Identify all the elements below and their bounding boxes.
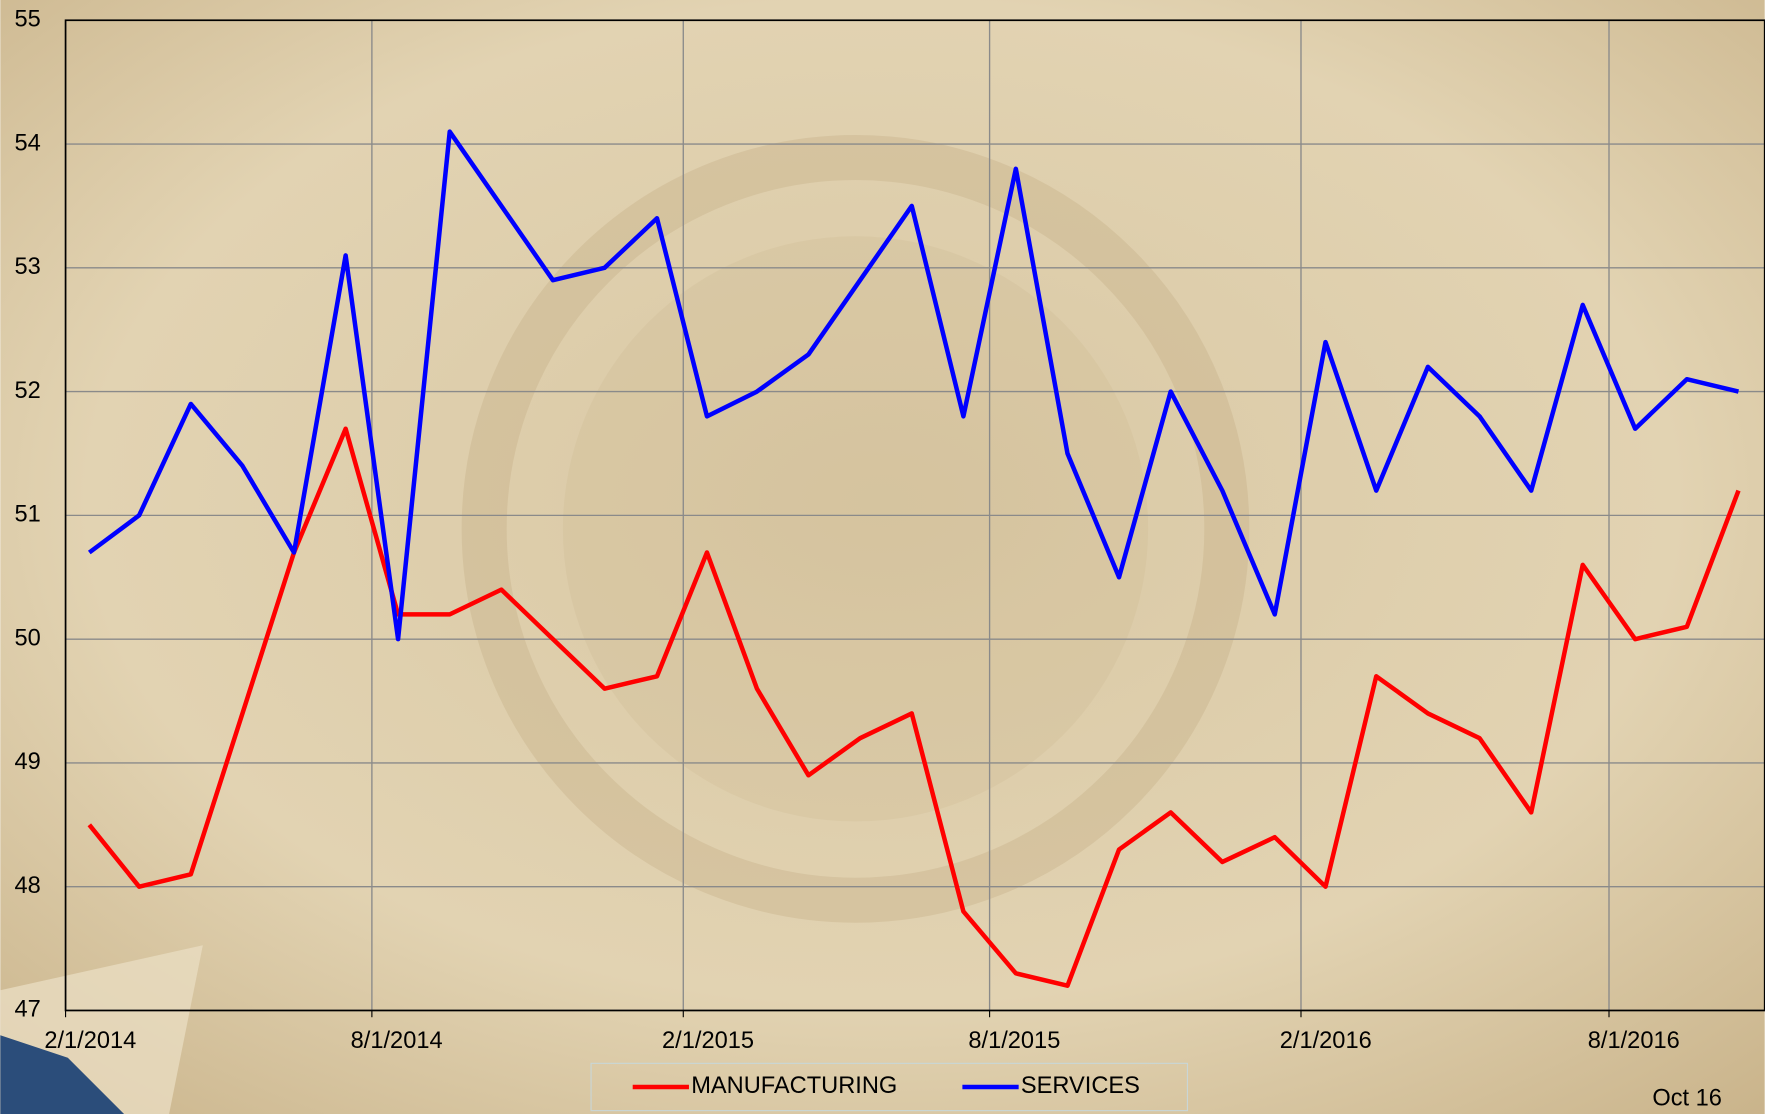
chart: 47 48 49 50 51 52 53 54 55 2/1/2014 8/1/2014 2/1/20… <box>0 0 1765 1114</box>
legend: MANUFACTURING SERVICES <box>633 1073 1140 1099</box>
y-tick-label: 54 <box>15 130 41 156</box>
annotation: Oct 16 <box>1652 1086 1722 1112</box>
legend-label: SERVICES <box>1021 1073 1140 1099</box>
y-tick-label: 50 <box>15 625 41 651</box>
decor-compass-inner <box>563 236 1148 821</box>
y-tick-label: 52 <box>15 378 41 404</box>
legend-label: MANUFACTURING <box>691 1073 897 1099</box>
x-tick-label: 8/1/2014 <box>351 1028 443 1054</box>
page: {"chart_data": { "type": "line", "x": ["… <box>0 0 1765 1114</box>
y-tick-label: 51 <box>15 502 41 528</box>
x-tick-label: 8/1/2016 <box>1588 1028 1680 1054</box>
y-tick-label: 48 <box>15 873 41 899</box>
x-tick-label: 2/1/2016 <box>1280 1028 1372 1054</box>
x-tick-label: 8/1/2015 <box>968 1028 1060 1054</box>
y-tick-label: 53 <box>15 254 41 280</box>
y-tick-label: 49 <box>15 749 41 775</box>
x-tick-label: 2/1/2015 <box>662 1028 754 1054</box>
y-tick-label: 47 <box>15 997 41 1023</box>
y-tick-label: 55 <box>15 6 41 32</box>
x-tick-label: 2/1/2014 <box>44 1028 136 1054</box>
